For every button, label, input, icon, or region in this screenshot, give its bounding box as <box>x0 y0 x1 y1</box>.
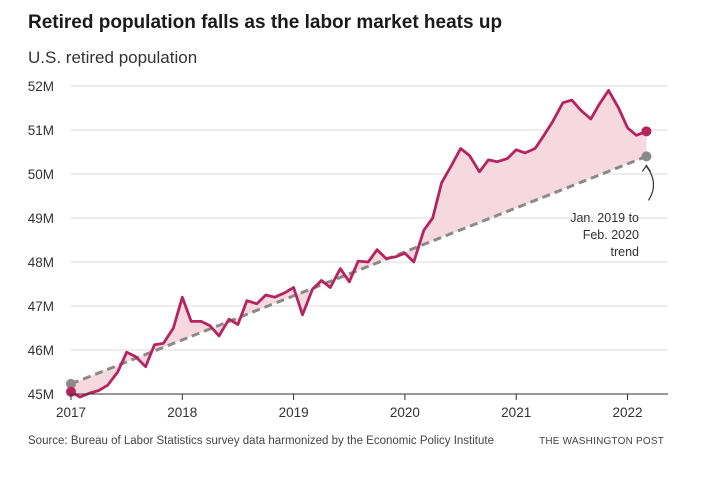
x-tick-label-2017: 2017 <box>56 405 86 420</box>
gap-area <box>71 90 647 398</box>
y-tick-label-51: 51M <box>28 123 54 138</box>
x-tick-label-2021: 2021 <box>501 405 531 420</box>
trend-series <box>66 151 652 389</box>
retired-line <box>69 89 648 399</box>
x-tick-label-2022: 2022 <box>612 405 642 420</box>
trend-start-point <box>66 378 76 389</box>
y-tick-label-49: 49M <box>28 211 54 226</box>
y-tick-label-45: 45M <box>28 387 54 402</box>
x-tick-label-2020: 2020 <box>390 405 420 420</box>
chart-title: Retired population falls as the labor ma… <box>28 12 503 33</box>
trend-annotation: Jan. 2019 to Feb. 2020 trend <box>570 164 655 259</box>
trend-end-point <box>641 151 652 162</box>
gap-fill <box>71 90 647 398</box>
x-tick-label-2018: 2018 <box>167 405 197 420</box>
publisher-credit: THE WASHINGTON POST <box>539 436 664 447</box>
y-tick-label-50: 50M <box>28 167 54 182</box>
x-tick-label-2019: 2019 <box>279 405 309 420</box>
y-tick-label-52: 52M <box>28 79 54 94</box>
annotation-arrowhead <box>641 164 651 172</box>
y-tick-label-46: 46M <box>28 343 54 358</box>
y-tick-label-48: 48M <box>28 255 54 270</box>
y-tick-label-47: 47M <box>28 299 54 314</box>
retired-end-point <box>641 126 652 137</box>
trend-annotation-text: Jan. 2019 to Feb. 2020 trend <box>570 211 639 259</box>
chart-subtitle: U.S. retired population <box>28 48 198 67</box>
axes: 45M 46M 47M 48M 49M 50M 51M 52M 2017 2018 2019 2020… <box>28 79 668 420</box>
source-note: Source: Bureau of Labor Statistics surve… <box>28 435 494 447</box>
